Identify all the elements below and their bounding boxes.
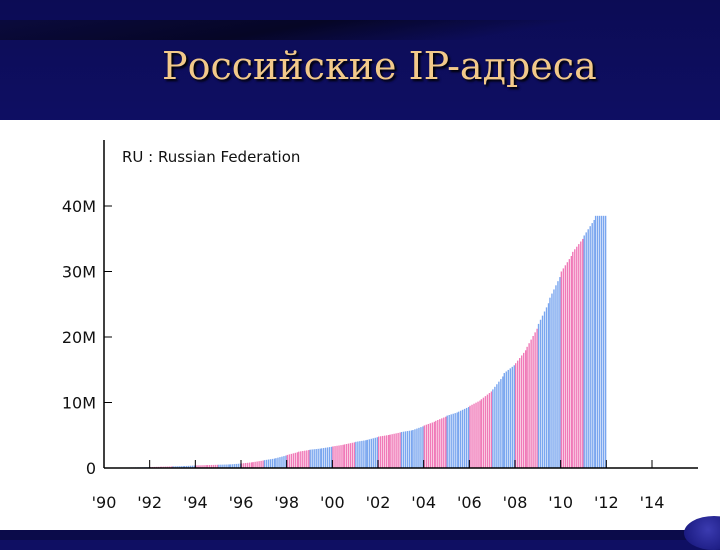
- x-tick-label: '96: [229, 493, 254, 512]
- bar: [492, 376, 504, 468]
- x-tick-label: '90: [92, 493, 117, 512]
- bar: [263, 458, 276, 468]
- bar: [343, 442, 356, 468]
- bar: [252, 460, 264, 468]
- bar: [218, 464, 230, 468]
- chart-panel: 0 10M 20M 30M 40M '90 '92 '94 '96 '98 '00 '02 '04 '06…: [0, 120, 720, 530]
- bar: [537, 303, 550, 468]
- bar: [480, 391, 493, 468]
- bar: [469, 400, 481, 468]
- bar: [378, 435, 390, 468]
- bar: [412, 426, 424, 468]
- bar: [435, 416, 447, 468]
- bar: [195, 465, 207, 468]
- x-tick-label: '04: [411, 493, 436, 512]
- y-tick-label: 20M: [62, 328, 96, 347]
- bar: [549, 277, 561, 468]
- x-tick-label: '92: [137, 493, 162, 512]
- header-band: [0, 20, 720, 40]
- x-tick-label: '02: [366, 493, 391, 512]
- bar: [457, 407, 470, 468]
- chart-title: RU : Russian Federation: [122, 148, 300, 166]
- bar: [172, 466, 184, 468]
- x-tick-label: '10: [548, 493, 573, 512]
- bar: [400, 430, 413, 468]
- bar: [572, 238, 584, 468]
- bar: [206, 464, 219, 468]
- y-tick-label: 0: [86, 459, 96, 478]
- x-tick-label: '94: [183, 493, 208, 512]
- slide-title: Российские IP-адреса: [162, 44, 597, 88]
- x-tick-label: '14: [640, 493, 665, 512]
- bar: [583, 219, 595, 468]
- bar: [366, 437, 378, 468]
- bar: [332, 444, 344, 468]
- x-tick-label: '06: [457, 493, 482, 512]
- bar: [446, 412, 458, 468]
- bar: [229, 463, 241, 468]
- bar: [355, 440, 367, 468]
- bar: [320, 446, 333, 468]
- bar: [423, 421, 436, 468]
- y-tick-label: 40M: [62, 197, 96, 216]
- bar: [503, 365, 515, 468]
- bar: [275, 455, 287, 468]
- ip-address-chart: 0 10M 20M 30M 40M '90 '92 '94 '96 '98 '00 '02 '04 '06…: [62, 140, 698, 512]
- bar: [560, 256, 573, 468]
- bar: [183, 465, 196, 468]
- bar: [309, 448, 321, 468]
- chart-bars: [104, 215, 607, 469]
- bar: [526, 328, 538, 468]
- x-tick-label: '12: [594, 493, 619, 512]
- bar: [515, 350, 527, 468]
- x-tick-label: '08: [503, 493, 528, 512]
- y-tick-label: 30M: [62, 263, 96, 282]
- x-tick-label: '00: [320, 493, 345, 512]
- bar: [286, 452, 299, 468]
- bar: [298, 450, 310, 469]
- footer-band: [0, 530, 720, 540]
- chart-axes: 0 10M 20M 30M 40M '90 '92 '94 '96 '98 '00 '02 '04 '06…: [62, 140, 698, 512]
- y-tick-label: 10M: [62, 394, 96, 413]
- bar: [594, 215, 607, 468]
- bar: [241, 462, 253, 468]
- bar: [389, 432, 401, 468]
- x-tick-label: '98: [274, 493, 299, 512]
